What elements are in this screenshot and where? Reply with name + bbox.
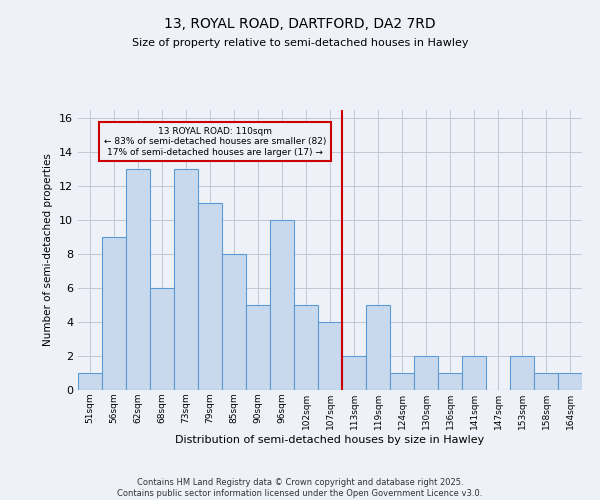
- Bar: [366, 305, 390, 390]
- Bar: [294, 305, 318, 390]
- X-axis label: Distribution of semi-detached houses by size in Hawley: Distribution of semi-detached houses by …: [175, 434, 485, 444]
- Bar: [318, 322, 342, 390]
- Bar: [78, 373, 102, 390]
- Bar: [246, 305, 270, 390]
- Bar: [462, 356, 486, 390]
- Bar: [222, 254, 246, 390]
- Y-axis label: Number of semi-detached properties: Number of semi-detached properties: [43, 154, 53, 346]
- Bar: [174, 170, 198, 390]
- Bar: [390, 373, 414, 390]
- Bar: [342, 356, 366, 390]
- Bar: [510, 356, 534, 390]
- Bar: [534, 373, 558, 390]
- Bar: [102, 238, 126, 390]
- Bar: [126, 170, 150, 390]
- Bar: [438, 373, 462, 390]
- Text: Size of property relative to semi-detached houses in Hawley: Size of property relative to semi-detach…: [132, 38, 468, 48]
- Bar: [558, 373, 582, 390]
- Bar: [150, 288, 174, 390]
- Bar: [414, 356, 438, 390]
- Text: Contains HM Land Registry data © Crown copyright and database right 2025.
Contai: Contains HM Land Registry data © Crown c…: [118, 478, 482, 498]
- Text: 13 ROYAL ROAD: 110sqm
← 83% of semi-detached houses are smaller (82)
17% of semi: 13 ROYAL ROAD: 110sqm ← 83% of semi-deta…: [104, 127, 326, 157]
- Bar: [270, 220, 294, 390]
- Bar: [198, 204, 222, 390]
- Text: 13, ROYAL ROAD, DARTFORD, DA2 7RD: 13, ROYAL ROAD, DARTFORD, DA2 7RD: [164, 18, 436, 32]
